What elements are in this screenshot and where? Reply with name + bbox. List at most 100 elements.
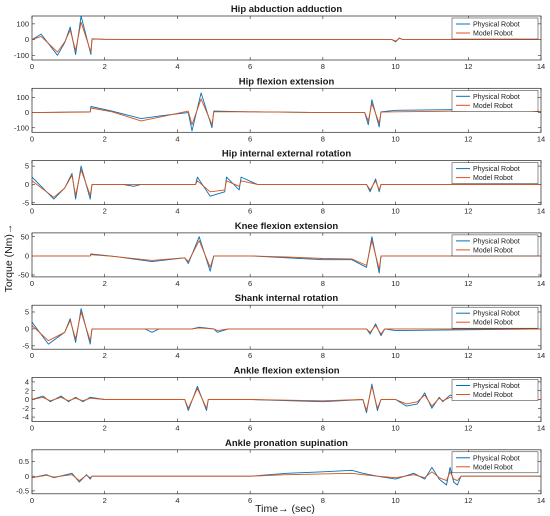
x-tick-label: 10 bbox=[391, 134, 399, 143]
legend-box bbox=[451, 162, 539, 184]
x-tick-label: 6 bbox=[248, 207, 252, 216]
axes-box bbox=[31, 377, 542, 422]
legend: Physical Robot Model Robot bbox=[451, 90, 539, 112]
x-tick-label: 0 bbox=[30, 62, 34, 71]
x-tick-label: 0 bbox=[30, 496, 34, 505]
series-line-physical bbox=[32, 466, 541, 486]
y-tick-label: 5 bbox=[25, 162, 29, 171]
x-tick-label: 4 bbox=[175, 279, 179, 288]
legend: Physical Robot Model Robot bbox=[451, 234, 539, 257]
chart-title: Knee flexion extension bbox=[235, 221, 339, 232]
x-tick-label: 4 bbox=[175, 496, 179, 505]
x-tick-label: 8 bbox=[321, 134, 325, 143]
axes-box bbox=[31, 87, 542, 133]
axes-box bbox=[31, 449, 542, 495]
x-tick-label: 4 bbox=[175, 134, 179, 143]
series-group bbox=[32, 165, 541, 200]
x-tick-label: 14 bbox=[537, 279, 545, 288]
x-tick-label: 8 bbox=[321, 62, 325, 71]
x-tick-label: 14 bbox=[537, 351, 545, 360]
y-tick-label: 100 bbox=[16, 93, 29, 102]
y-tick-label: -5 bbox=[22, 341, 29, 350]
x-tick-label: 6 bbox=[248, 279, 252, 288]
x-tick-label: 14 bbox=[537, 496, 545, 505]
x-tick-label: 6 bbox=[248, 424, 252, 433]
series-group bbox=[32, 308, 541, 345]
legend-label: Physical Robot bbox=[473, 94, 520, 101]
x-tick-label: 12 bbox=[464, 351, 472, 360]
legend-box bbox=[451, 306, 539, 329]
y-tick-label: 0.5 bbox=[19, 457, 29, 466]
legend-label: Physical Robot bbox=[473, 22, 520, 29]
axes-box bbox=[31, 15, 542, 61]
y-tick-label: -4 bbox=[22, 413, 29, 422]
subplot-7: Ankle pronation supination 0 2 4 6 8 10 12 14 -0.… bbox=[16, 438, 545, 505]
chart-title: Ankle flexion extension bbox=[233, 366, 339, 377]
legend-label: Model Robot bbox=[473, 464, 513, 471]
legend-label: Model Robot bbox=[473, 320, 513, 327]
axes-box bbox=[31, 160, 542, 205]
x-tick-label: 0 bbox=[30, 424, 34, 433]
legend: Physical Robot Model Robot bbox=[451, 162, 539, 184]
chart-title: Ankle pronation supination bbox=[225, 438, 348, 449]
series-group bbox=[32, 16, 541, 56]
legend-box bbox=[451, 90, 539, 112]
x-tick-label: 2 bbox=[103, 62, 107, 71]
series-line-model bbox=[32, 169, 541, 198]
chart-title: Shank internal rotation bbox=[235, 293, 339, 304]
series-line-model bbox=[32, 311, 541, 342]
x-tick-label: 6 bbox=[248, 496, 252, 505]
x-tick-label: 2 bbox=[103, 279, 107, 288]
series-group bbox=[32, 466, 541, 486]
series-line-model bbox=[32, 98, 541, 126]
x-tick-label: 4 bbox=[175, 207, 179, 216]
y-tick-label: 0 bbox=[25, 324, 29, 333]
y-tick-label: -0.5 bbox=[16, 486, 29, 495]
axes-box bbox=[31, 304, 542, 350]
legend: Physical Robot Model Robot bbox=[451, 379, 539, 401]
x-tick-label: 8 bbox=[321, 351, 325, 360]
x-tick-label: 12 bbox=[464, 134, 472, 143]
series-group bbox=[32, 92, 541, 132]
x-tick-label: 12 bbox=[464, 62, 472, 71]
legend-label: Physical Robot bbox=[473, 166, 520, 173]
chart-title: Hip internal external rotation bbox=[222, 149, 352, 160]
x-tick-label: 10 bbox=[391, 62, 399, 71]
x-tick-label: 8 bbox=[321, 279, 325, 288]
x-axis-label: Time→ (sec) bbox=[255, 503, 315, 515]
x-tick-label: 14 bbox=[537, 424, 545, 433]
x-tick-label: 2 bbox=[103, 424, 107, 433]
legend-box bbox=[451, 379, 539, 401]
y-tick-label: 0 bbox=[25, 472, 29, 481]
legend-label: Physical Robot bbox=[473, 238, 520, 245]
x-tick-label: 4 bbox=[175, 351, 179, 360]
y-tick-label: 100 bbox=[16, 19, 29, 28]
x-tick-label: 14 bbox=[537, 207, 545, 216]
x-tick-label: 8 bbox=[321, 496, 325, 505]
axes-box bbox=[31, 232, 542, 278]
legend-box bbox=[451, 17, 539, 40]
x-tick-label: 14 bbox=[537, 62, 545, 71]
series-line-model bbox=[32, 471, 541, 482]
legend-label: Model Robot bbox=[473, 392, 513, 399]
x-tick-label: 14 bbox=[537, 134, 545, 143]
x-tick-label: 2 bbox=[103, 351, 107, 360]
x-tick-label: 12 bbox=[464, 207, 472, 216]
x-tick-label: 0 bbox=[30, 134, 34, 143]
y-tick-label: -100 bbox=[14, 51, 29, 60]
chart-title: Hip flexion extension bbox=[239, 76, 335, 87]
legend-label: Model Robot bbox=[473, 31, 513, 38]
x-tick-label: 10 bbox=[391, 496, 399, 505]
y-tick-label: 50 bbox=[21, 232, 29, 241]
x-tick-label: 2 bbox=[103, 496, 107, 505]
x-tick-label: 0 bbox=[30, 279, 34, 288]
legend: Physical Robot Model Robot bbox=[451, 17, 539, 40]
y-tick-label: -5 bbox=[22, 198, 29, 207]
y-tick-label: 5 bbox=[25, 308, 29, 317]
